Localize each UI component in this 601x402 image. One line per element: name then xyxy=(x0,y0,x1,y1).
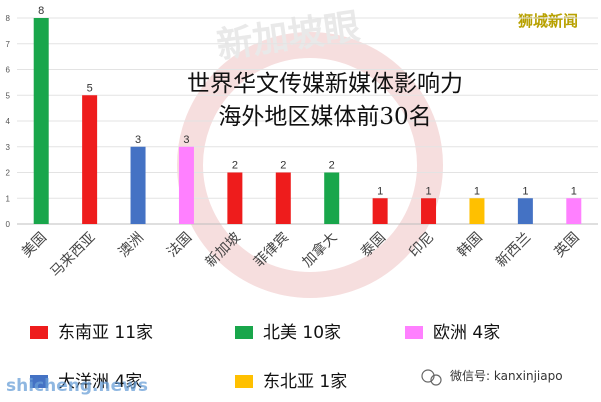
x-tick-label: 加拿大 xyxy=(299,229,341,271)
legend-label: 东南亚 11家 xyxy=(58,323,153,343)
data-label: 1 xyxy=(425,185,431,197)
data-label: 8 xyxy=(38,5,44,17)
y-tick-label: 4 xyxy=(6,117,11,126)
bar xyxy=(82,95,98,224)
bar xyxy=(275,172,291,224)
legend-label: 欧洲 4家 xyxy=(433,323,500,343)
bar xyxy=(566,198,582,224)
wechat-icon xyxy=(421,369,442,386)
data-label: 1 xyxy=(522,185,528,197)
grid-layer: 0 1 2 3 4 5 6 7 8 xyxy=(6,14,598,229)
x-tick-label: 美国 xyxy=(19,230,50,261)
x-tick-label: 韩国 xyxy=(455,230,486,261)
corner-label: 狮城新闻 xyxy=(517,12,578,30)
bar xyxy=(33,18,49,224)
data-label: 1 xyxy=(474,185,480,197)
legend-swatch xyxy=(30,326,48,339)
data-label: 5 xyxy=(87,82,93,94)
data-label: 2 xyxy=(329,160,335,172)
y-tick-label: 1 xyxy=(6,194,11,203)
y-tick-label: 8 xyxy=(6,14,11,23)
y-tick-label: 0 xyxy=(6,220,11,229)
x-tick-label: 新西兰 xyxy=(493,230,534,271)
chart-title-line-2: 海外地区媒体前30名 xyxy=(218,104,431,130)
x-tick-label: 菲律宾 xyxy=(251,230,292,271)
y-tick-label: 7 xyxy=(6,40,11,49)
y-tick-label: 5 xyxy=(6,91,11,100)
y-tick-label: 2 xyxy=(6,169,11,178)
bar xyxy=(178,146,194,224)
data-label: 2 xyxy=(280,160,286,172)
chart-title-line-1: 世界华文传媒新媒体影响力 xyxy=(187,71,463,97)
bar xyxy=(130,146,146,224)
legend-swatch xyxy=(405,326,423,339)
bar xyxy=(517,198,533,224)
data-label: 1 xyxy=(571,185,577,197)
site-watermark: shicheng.news xyxy=(6,376,148,396)
legend-label: 北美 10家 xyxy=(263,323,341,343)
y-tick-label: 3 xyxy=(6,143,11,152)
x-tick-label: 澳洲 xyxy=(116,230,147,261)
bar xyxy=(324,172,340,224)
legend-swatch xyxy=(30,375,48,388)
x-tick-label: 英国 xyxy=(551,229,583,261)
data-label: 3 xyxy=(135,134,141,146)
data-label: 2 xyxy=(232,160,238,172)
legend-swatch xyxy=(235,326,253,339)
x-tick-label: 法国 xyxy=(164,230,195,261)
legend-label: 大洋洲 4家 xyxy=(58,372,142,392)
bar xyxy=(469,198,485,224)
wechat-label: 微信号: kanxinjiapo xyxy=(450,369,563,383)
bar xyxy=(372,198,388,224)
footer: shicheng.news 微信号: kanxinjiapo xyxy=(6,369,563,396)
bar xyxy=(227,172,243,224)
legend-swatch xyxy=(235,375,253,388)
bar xyxy=(421,198,437,224)
data-label: 1 xyxy=(377,185,383,197)
y-tick-label: 6 xyxy=(6,66,11,75)
legend-label: 东北亚 1家 xyxy=(263,372,347,392)
x-tick-label: 马来西亚 xyxy=(48,230,99,281)
data-label: 3 xyxy=(183,134,189,146)
